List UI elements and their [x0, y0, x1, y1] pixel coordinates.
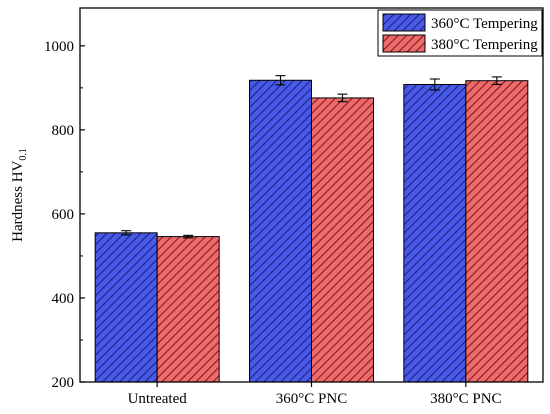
- legend: 360°C Tempering 380°C Tempering: [377, 9, 543, 57]
- legend-swatch-380-tempering: [382, 34, 426, 53]
- x-tick-label: 360°C PNC: [276, 391, 347, 407]
- y-tick-label: 200: [52, 375, 75, 391]
- bar-0-1: [249, 79, 312, 383]
- legend-label-360-tempering: 360°C Tempering: [431, 16, 538, 32]
- x-tick-label: 380°C PNC: [430, 391, 501, 407]
- y-axis-label-main: Hardness HV: [10, 160, 26, 241]
- bar-1-2: [465, 80, 529, 383]
- error-bars-group: [121, 75, 502, 239]
- x-axis-ticks: Untreated 360°C PNC 380°C PNC: [128, 382, 502, 407]
- y-tick-label: 400: [52, 291, 75, 307]
- bar-0-2: [403, 83, 467, 383]
- y-tick-label: 1000: [44, 39, 74, 55]
- y-axis-ticks: 200 400 600 800 1000: [44, 39, 85, 391]
- bar-0-0: [94, 232, 158, 383]
- y-tick-label: 600: [52, 207, 75, 223]
- bar-1-0: [156, 236, 220, 383]
- plot-frame: [79, 7, 544, 383]
- bars-group: [94, 79, 529, 383]
- legend-swatch-360-tempering: [382, 13, 426, 32]
- bar-1-1: [311, 97, 374, 383]
- legend-label-380-tempering: 380°C Tempering: [431, 37, 538, 53]
- x-tick-label: Untreated: [128, 391, 188, 407]
- y-axis-label: Hardness HV0.1: [10, 148, 29, 242]
- y-axis-label-subscript: 0.1: [18, 148, 29, 161]
- y-tick-label: 800: [52, 123, 75, 139]
